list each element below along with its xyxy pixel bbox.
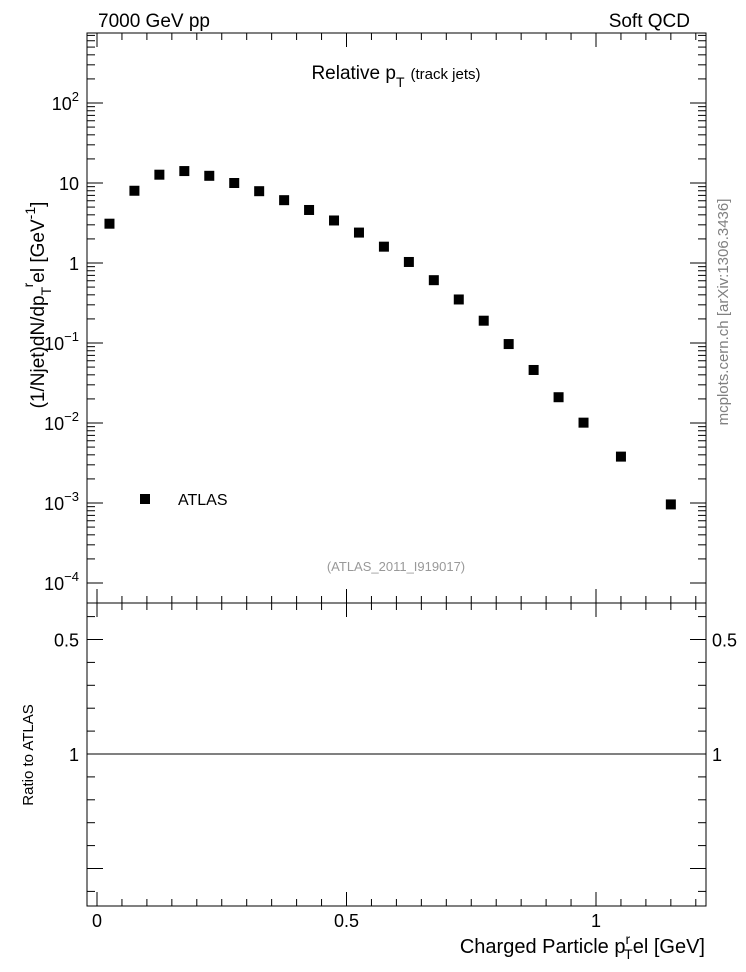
data-point — [403, 256, 414, 267]
x-tick-label: 1 — [591, 911, 601, 931]
data-point — [503, 339, 514, 350]
y-tick-label: 102 — [52, 89, 79, 114]
header-right: Soft QCD — [609, 11, 690, 32]
analysis-id: (ATLAS_2011_I919017) — [327, 559, 465, 574]
ratio-y-tick-label-right: 1 — [712, 745, 722, 765]
ratio-y-tick-label-right: 0.5 — [712, 631, 737, 651]
side-label: mcplots.cern.ch [arXiv:1306.3436] — [715, 199, 732, 426]
ratio-y-tick-label: 0.5 — [54, 631, 79, 651]
data-point — [615, 451, 626, 462]
main-plot-title: Relative pT (track jets) — [311, 63, 480, 90]
header-left: 7000 GeV pp — [98, 11, 210, 32]
data-point — [353, 227, 364, 238]
y-tick-label: 1 — [69, 254, 79, 274]
data-point — [665, 499, 676, 510]
data-point — [478, 315, 489, 326]
legend-marker — [140, 494, 150, 504]
xlabel: Charged Particle pr Tel [GeV] — [460, 931, 705, 962]
data-point — [229, 178, 240, 188]
main-frame — [86, 32, 707, 604]
data-point — [528, 364, 539, 375]
ratio-y-tick-label: 1 — [69, 745, 79, 765]
y-tick-label: 10 — [59, 174, 79, 194]
legend-label: ATLAS — [178, 492, 228, 509]
y-tick-label: 10−2 — [44, 409, 79, 434]
y-tick-label: 10−3 — [44, 489, 79, 514]
data-point — [104, 218, 115, 229]
data-points — [104, 166, 676, 510]
data-point — [179, 166, 190, 177]
main-ylabel: (1/Njet)dN/dpTrel [GeV-1] — [20, 202, 54, 409]
data-point — [254, 186, 265, 197]
x-tick-label: 0.5 — [334, 911, 359, 931]
ratio-ylabel: Ratio to ATLAS — [20, 704, 37, 805]
axes — [86, 32, 707, 907]
data-point — [304, 204, 315, 215]
data-point — [129, 185, 140, 196]
y-tick-label: 10−4 — [44, 569, 79, 594]
data-point — [428, 275, 439, 286]
data-point — [154, 169, 165, 180]
data-point — [329, 215, 340, 226]
data-point — [578, 417, 589, 428]
title-suffix: (track jets) — [411, 66, 481, 83]
title-sub: T — [396, 74, 405, 90]
data-point — [204, 170, 215, 181]
data-point — [453, 294, 464, 305]
title-main: Relative p — [311, 63, 396, 84]
data-point — [279, 195, 290, 206]
y-tick-label: 10−1 — [44, 329, 79, 354]
data-point — [553, 392, 564, 403]
legend: ATLAS — [140, 492, 228, 509]
data-point — [378, 241, 389, 252]
x-tick-label: 0 — [92, 911, 102, 931]
